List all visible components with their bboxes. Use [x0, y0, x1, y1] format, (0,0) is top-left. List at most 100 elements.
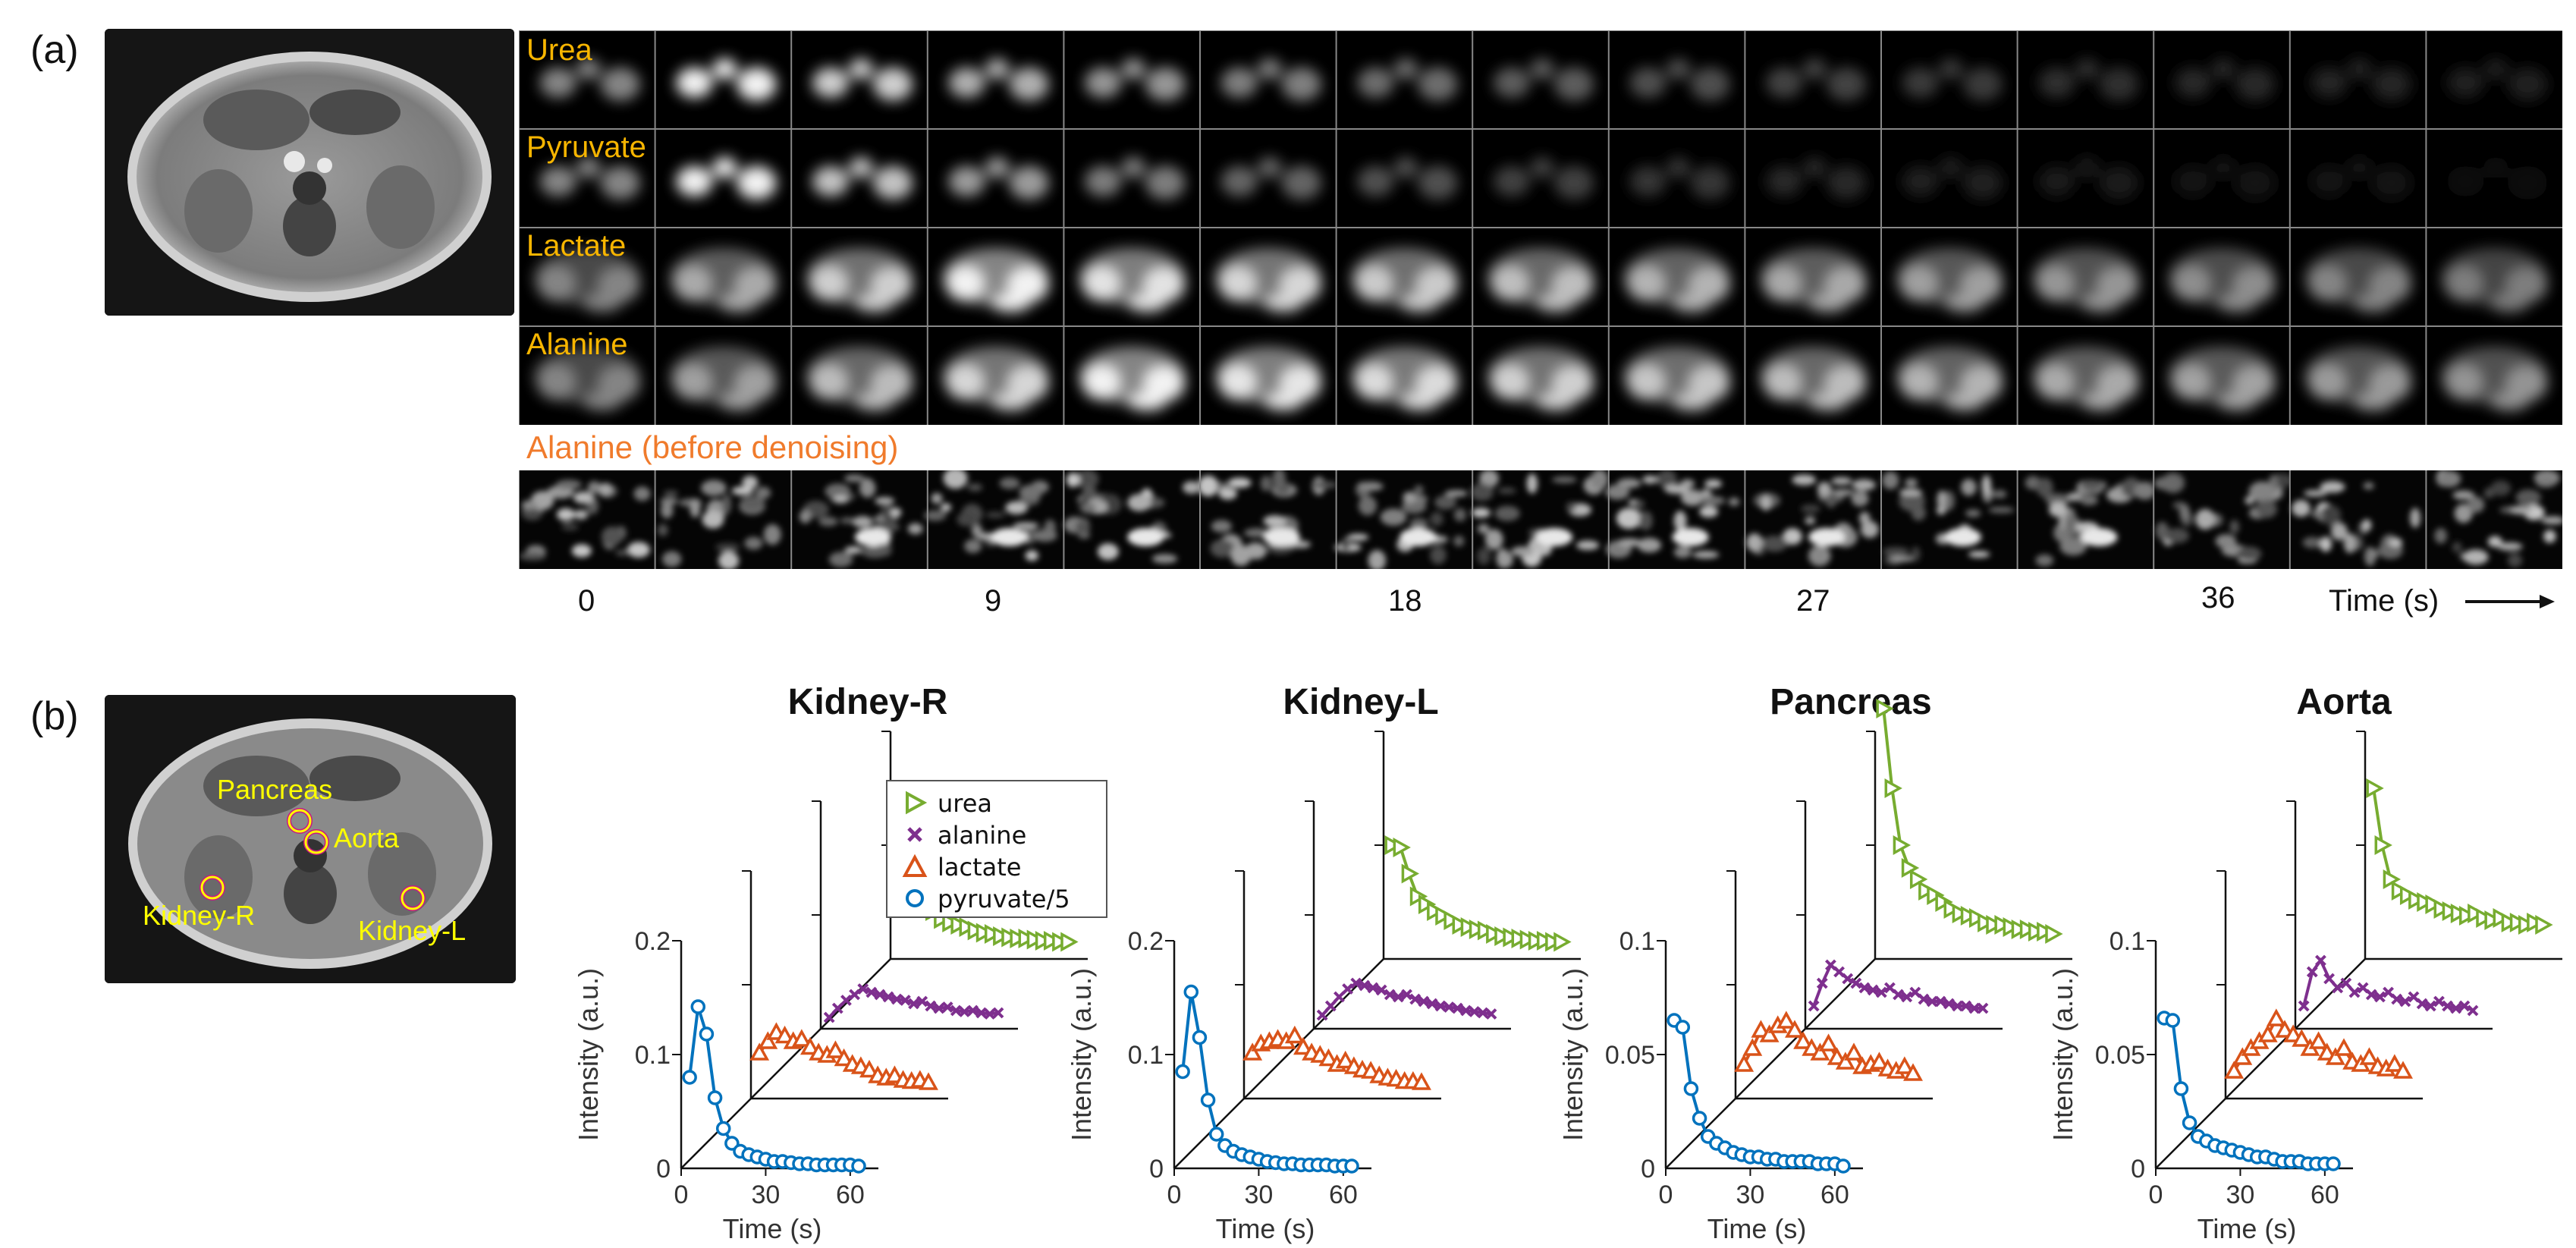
- image-frame-lactate-2: [790, 228, 928, 326]
- image-frame-lactate-14: [2425, 228, 2562, 326]
- y-tick-label: 0: [656, 1155, 671, 1184]
- data-point: [1884, 982, 1896, 994]
- data-point: [2476, 908, 2494, 928]
- data-point: [2383, 986, 2394, 998]
- data-point: [2306, 966, 2318, 978]
- y-tick-label: 0.2: [635, 927, 671, 956]
- data-point: [916, 995, 928, 1008]
- data-point: [834, 1048, 854, 1067]
- data-point: [984, 924, 1003, 944]
- data-point: [825, 1040, 846, 1058]
- data-point: [2501, 913, 2520, 932]
- time-tick-0: 0: [578, 584, 595, 618]
- data-point: [2468, 904, 2486, 923]
- image-frame-lactate-4: [1063, 228, 1200, 326]
- y-tick-label: 0.1: [2109, 927, 2145, 956]
- data-point: [1553, 932, 1572, 952]
- x-axis-label: Time (s): [1707, 1213, 1807, 1244]
- data-point: [1943, 998, 1955, 1010]
- image-frame-urea-0: [518, 30, 655, 129]
- data-point: [1434, 1000, 1447, 1012]
- data-point: [1060, 932, 1079, 952]
- data-point: [1486, 924, 1504, 944]
- data-point: [1884, 778, 1902, 798]
- data-point: [1903, 1063, 1923, 1081]
- image-frame-pyruvate-3: [926, 129, 1064, 228]
- data-point: [2366, 778, 2384, 798]
- data-point: [1427, 901, 1445, 921]
- y-axis-label: Intensity (a.u.): [1557, 968, 1588, 1141]
- abdomen-mri-image: [105, 29, 514, 316]
- data-point: [1350, 977, 1362, 989]
- data-point: [2442, 901, 2461, 921]
- data-point: [1200, 1092, 1216, 1108]
- image-frame-alanine-5: [1199, 326, 1337, 425]
- y-tick-label: 0.05: [2095, 1041, 2145, 1070]
- data-point: [1409, 886, 1428, 907]
- data-point: [1342, 983, 1353, 995]
- data-point: [1367, 982, 1379, 994]
- image-frame-lactate-6: [1335, 228, 1473, 326]
- data-point: [2383, 869, 2402, 889]
- y-tick-label: 0: [2131, 1155, 2145, 1184]
- data-point: [925, 1000, 937, 1012]
- data-point: [1875, 986, 1887, 998]
- image-frame-alanine-3: [926, 326, 1064, 425]
- data-point: [1324, 1000, 1337, 1012]
- data-point: [1918, 993, 1930, 1005]
- data-point: [1412, 1072, 1431, 1090]
- image-frame-urea-11: [2016, 30, 2154, 129]
- panel-a-label: (a): [30, 28, 79, 72]
- y-tick-label: 0.1: [1619, 927, 1655, 956]
- data-point: [1675, 1020, 1691, 1035]
- data-point: [1001, 927, 1019, 948]
- series-urea: [2366, 778, 2553, 935]
- y-axis-label: Intensity (a.u.): [573, 968, 604, 1141]
- before-denoising-label: Alanine (before denoising): [526, 429, 899, 465]
- noisy-frame-6: [1334, 470, 1473, 571]
- image-frame-pyruvate-8: [1607, 129, 1745, 228]
- series-lactate: [1242, 1025, 1431, 1090]
- data-point: [1393, 991, 1404, 1003]
- noisy-frame-11: [2016, 470, 2156, 569]
- data-point: [1844, 1042, 1864, 1061]
- data-point: [950, 1004, 962, 1017]
- data-point: [682, 1070, 697, 1085]
- noisy-frame-1: [654, 470, 792, 571]
- data-point: [2003, 917, 2021, 937]
- data-point: [857, 983, 869, 995]
- time-tick-27: 27: [1796, 584, 1830, 618]
- data-point: [2357, 982, 2369, 994]
- data-point: [2467, 1004, 2479, 1017]
- data-point: [1978, 913, 1996, 932]
- plot-title-aorta: Aorta: [2296, 682, 2392, 722]
- data-point: [1934, 995, 1946, 1008]
- data-point: [1927, 885, 1945, 905]
- data-point: [2257, 1024, 2278, 1042]
- data-point: [1477, 1007, 1489, 1019]
- data-point: [1485, 1008, 1497, 1020]
- data-point: [1409, 993, 1422, 1005]
- y-tick-label: 0: [1641, 1155, 1655, 1184]
- data-point: [1401, 863, 1420, 884]
- data-point: [1836, 1158, 1851, 1174]
- plot-title-kidney-r: Kidney-R: [787, 682, 948, 722]
- row-label-lactate: Lactate: [526, 229, 627, 262]
- data-point: [2224, 1061, 2245, 1079]
- data-point: [1918, 881, 1937, 901]
- x-tick-label: 0: [674, 1180, 689, 1209]
- x-tick-label: 60: [836, 1180, 865, 1209]
- noisy-frame-4: [1063, 469, 1201, 569]
- y-tick-label: 0.1: [635, 1041, 671, 1070]
- lactate-marker-icon: [902, 853, 928, 877]
- x-tick-label: 60: [1329, 1180, 1358, 1209]
- data-point: [1692, 1111, 1707, 1126]
- data-point: [1977, 1002, 1989, 1014]
- depth-axis: [1173, 958, 1384, 1169]
- roi-label-kidney-l: Kidney-L: [358, 915, 467, 946]
- series-line: [1882, 708, 2053, 935]
- data-point: [2182, 1115, 2197, 1130]
- data-point: [1452, 1002, 1463, 1014]
- y-tick-label: 0: [1149, 1155, 1164, 1184]
